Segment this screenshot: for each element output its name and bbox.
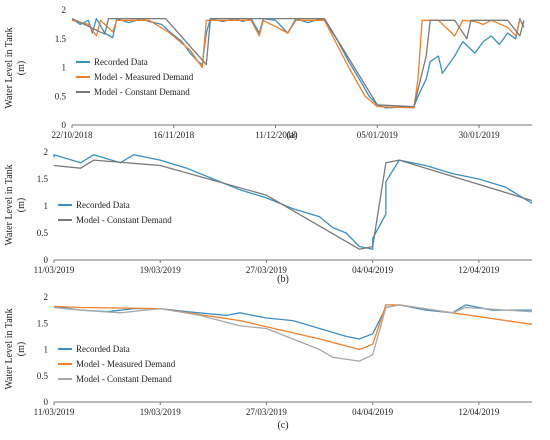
x-tick-label: 11/03/2019 xyxy=(34,265,75,275)
x-tick-label: 30/01/2019 xyxy=(459,130,501,140)
y-tick-label: 0.5 xyxy=(37,228,49,238)
y-tick-label: 0 xyxy=(44,397,49,407)
y-axis-title: Water Level in Tank(m) xyxy=(4,27,27,108)
y-tick-label: 1.5 xyxy=(37,174,49,184)
x-tick-label: 11/03/2019 xyxy=(34,407,75,417)
y-tick-label: 1.5 xyxy=(37,318,49,328)
panel-b: Water Level in Tank(m) 0 0.5 1 1.5 2 11/03/201… xyxy=(4,147,533,285)
x-tick-label: 19/03/2019 xyxy=(140,265,182,275)
x-tick-label: 12/04/2019 xyxy=(458,265,500,275)
legend-label: Model - Measured Demand xyxy=(76,359,176,369)
y-axis-title-line-1: Water Level in Tank xyxy=(4,27,15,108)
series-line-2 xyxy=(71,19,525,109)
y-tick-label: 1 xyxy=(44,345,49,355)
legend-label: Model - Constant Demand xyxy=(76,215,172,225)
panel-caption: (a) xyxy=(286,130,297,141)
y-tick-label: 0.5 xyxy=(55,91,67,101)
y-tick-label: 2 xyxy=(62,5,67,15)
y-axis-title-line-1: Water Level in Tank xyxy=(4,308,15,389)
legend-label: Model - Measured Demand xyxy=(94,72,194,82)
y-tick-label: 0 xyxy=(44,255,49,265)
legend-label: Model - Constant Demand xyxy=(76,374,172,384)
y-axis-title-line-2: (m) xyxy=(16,198,27,212)
x-tick-label: 27/03/2019 xyxy=(246,407,288,417)
legend-label: Recorded Data xyxy=(76,200,130,210)
panel-c: Water Level in Tank(m) 0 0.5 1 1.5 2 11/03/201… xyxy=(4,292,533,431)
legend-label: Recorded Data xyxy=(94,57,148,67)
y-tick-label: 2 xyxy=(44,292,49,302)
y-axis-title-line-2: (m) xyxy=(16,342,27,356)
x-tick-label: 19/03/2019 xyxy=(140,407,182,417)
y-axis-title-line-1: Water Level in Tank xyxy=(4,164,15,245)
x-tick-label: 27/03/2019 xyxy=(246,265,288,275)
panel-caption: (b) xyxy=(277,274,289,285)
y-tick-label: 1 xyxy=(62,63,67,73)
y-tick-label: 1 xyxy=(44,201,49,211)
x-tick-label: 04/04/2019 xyxy=(352,407,394,417)
y-tick-label: 1.5 xyxy=(55,34,67,44)
panel-a: Water Level in Tank(m) 0 0.5 1 1.5 2 22/10/201… xyxy=(4,5,532,141)
panel-caption: (c) xyxy=(277,420,288,431)
series-line-3 xyxy=(53,304,533,362)
y-axis-title-line-2: (m) xyxy=(16,61,27,75)
y-axis-title: Water Level in Tank(m) xyxy=(4,164,27,245)
series-line-1 xyxy=(53,154,533,250)
y-tick-label: 0.5 xyxy=(37,371,49,381)
legend-label: Model - Constant Demand xyxy=(94,87,190,97)
series-line-2 xyxy=(53,159,533,250)
x-tick-label: 04/04/2019 xyxy=(352,265,394,275)
y-tick-label: 0 xyxy=(62,120,67,130)
x-tick-label: 05/01/2019 xyxy=(357,130,399,140)
y-axis-title: Water Level in Tank(m) xyxy=(4,308,27,389)
x-tick-label: 16/11/2018 xyxy=(153,130,194,140)
legend-label: Recorded Data xyxy=(76,344,130,354)
x-tick-label: 11/12/2018 xyxy=(255,130,296,140)
series-line-3 xyxy=(71,17,525,108)
x-tick-label: 12/04/2019 xyxy=(458,407,500,417)
y-tick-label: 2 xyxy=(44,147,49,157)
x-tick-label: 22/10/2018 xyxy=(51,130,93,140)
